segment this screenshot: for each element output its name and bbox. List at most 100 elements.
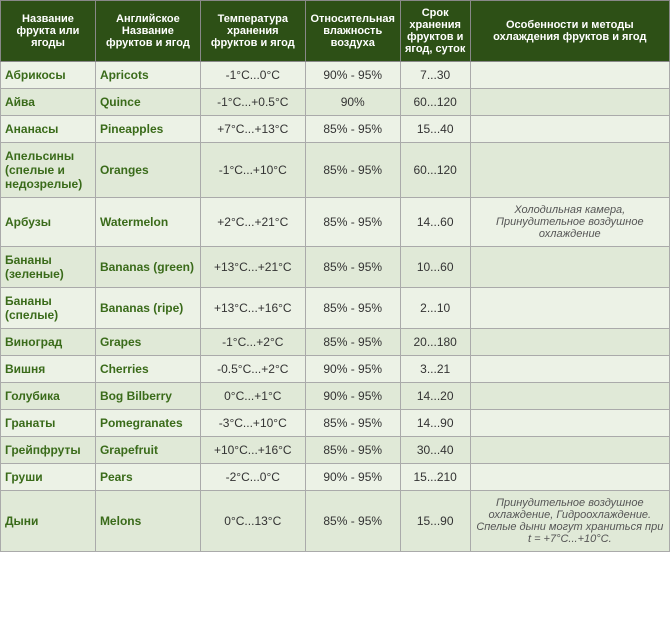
cell-name-ru: Гранаты [1, 410, 96, 437]
cell-notes [470, 62, 669, 89]
cell-humidity: 85% - 95% [305, 288, 400, 329]
cell-temp: +7°C...+13°C [200, 116, 305, 143]
cell-name-en: Oranges [95, 143, 200, 198]
cell-name-ru: Дыни [1, 491, 96, 552]
cell-name-en: Watermelon [95, 198, 200, 247]
cell-notes [470, 383, 669, 410]
cell-shelf: 2...10 [400, 288, 470, 329]
cell-name-en: Quince [95, 89, 200, 116]
cell-temp: 0°C...+1°C [200, 383, 305, 410]
cell-humidity: 90% - 95% [305, 464, 400, 491]
table-row: АбрикосыApricots-1°C...0°C90% - 95%7...3… [1, 62, 670, 89]
cell-name-ru: Голубика [1, 383, 96, 410]
cell-shelf: 10...60 [400, 247, 470, 288]
cell-humidity: 90% [305, 89, 400, 116]
cell-name-ru: Апельсины (спелые и недозрелые) [1, 143, 96, 198]
cell-shelf: 7...30 [400, 62, 470, 89]
table-body: АбрикосыApricots-1°C...0°C90% - 95%7...3… [1, 62, 670, 552]
cell-humidity: 90% - 95% [305, 383, 400, 410]
cell-name-ru: Бананы (зеленые) [1, 247, 96, 288]
cell-temp: -1°C...+0.5°C [200, 89, 305, 116]
cell-shelf: 14...90 [400, 410, 470, 437]
cell-name-ru: Арбузы [1, 198, 96, 247]
cell-name-ru: Бананы (спелые) [1, 288, 96, 329]
cell-temp: +13°C...+21°C [200, 247, 305, 288]
cell-name-ru: Вишня [1, 356, 96, 383]
header-temp: Температура хранения фруктов и ягод [200, 1, 305, 62]
table-row: АнанасыPineapples+7°C...+13°C85% - 95%15… [1, 116, 670, 143]
table-row: ГрушиPears-2°C...0°C90% - 95%15...210 [1, 464, 670, 491]
header-name-en: Английское Название фруктов и ягод [95, 1, 200, 62]
cell-humidity: 85% - 95% [305, 116, 400, 143]
cell-notes [470, 410, 669, 437]
cell-name-en: Cherries [95, 356, 200, 383]
cell-temp: 0°C...13°C [200, 491, 305, 552]
cell-humidity: 85% - 95% [305, 491, 400, 552]
cell-notes: Холодильная камера, Принудительное возду… [470, 198, 669, 247]
cell-temp: -0.5°C...+2°C [200, 356, 305, 383]
cell-temp: -1°C...+10°C [200, 143, 305, 198]
table-row: АйваQuince-1°C...+0.5°C90%60...120 [1, 89, 670, 116]
cell-name-en: Pears [95, 464, 200, 491]
cell-shelf: 3...21 [400, 356, 470, 383]
cell-name-ru: Виноград [1, 329, 96, 356]
cell-notes [470, 116, 669, 143]
cell-shelf: 20...180 [400, 329, 470, 356]
cell-notes [470, 329, 669, 356]
table-row: ВишняCherries-0.5°C...+2°C90% - 95%3...2… [1, 356, 670, 383]
cell-humidity: 85% - 95% [305, 329, 400, 356]
cell-notes [470, 464, 669, 491]
cell-shelf: 60...120 [400, 143, 470, 198]
cell-name-en: Grapes [95, 329, 200, 356]
cell-shelf: 15...90 [400, 491, 470, 552]
cell-notes [470, 437, 669, 464]
cell-humidity: 85% - 95% [305, 247, 400, 288]
table-row: ДыниMelons0°C...13°C85% - 95%15...90Прин… [1, 491, 670, 552]
cell-name-ru: Груши [1, 464, 96, 491]
cell-name-ru: Айва [1, 89, 96, 116]
table-row: ВиноградGrapes-1°C...+2°C85% - 95%20...1… [1, 329, 670, 356]
fruit-storage-table: Название фрукта или ягоды Английское Наз… [0, 0, 670, 552]
table-row: Апельсины (спелые и недозрелые)Oranges-1… [1, 143, 670, 198]
table-row: ГрейпфрутыGrapefruit+10°C...+16°C85% - 9… [1, 437, 670, 464]
cell-name-en: Apricots [95, 62, 200, 89]
cell-humidity: 85% - 95% [305, 143, 400, 198]
cell-shelf: 15...210 [400, 464, 470, 491]
cell-temp: +2°C...+21°C [200, 198, 305, 247]
cell-shelf: 30...40 [400, 437, 470, 464]
cell-name-en: Bananas (ripe) [95, 288, 200, 329]
table-row: Бананы (зеленые)Bananas (green)+13°C...+… [1, 247, 670, 288]
header-name-ru: Название фрукта или ягоды [1, 1, 96, 62]
cell-name-en: Melons [95, 491, 200, 552]
cell-temp: -1°C...0°C [200, 62, 305, 89]
cell-name-ru: Грейпфруты [1, 437, 96, 464]
cell-notes [470, 288, 669, 329]
cell-name-en: Bog Bilberry [95, 383, 200, 410]
table-row: ГранатыPomegranates-3°C...+10°C85% - 95%… [1, 410, 670, 437]
cell-name-en: Bananas (green) [95, 247, 200, 288]
cell-humidity: 85% - 95% [305, 437, 400, 464]
cell-humidity: 90% - 95% [305, 62, 400, 89]
cell-humidity: 85% - 95% [305, 198, 400, 247]
cell-shelf: 14...60 [400, 198, 470, 247]
cell-notes: Принудительное воздушное охлаждение, Гид… [470, 491, 669, 552]
table-row: АрбузыWatermelon+2°C...+21°C85% - 95%14.… [1, 198, 670, 247]
header-notes: Особенности и методы охлаждения фруктов … [470, 1, 669, 62]
cell-notes [470, 89, 669, 116]
cell-name-ru: Абрикосы [1, 62, 96, 89]
cell-temp: -2°C...0°C [200, 464, 305, 491]
cell-name-en: Pomegranates [95, 410, 200, 437]
cell-notes [470, 143, 669, 198]
cell-name-en: Pineapples [95, 116, 200, 143]
cell-temp: -3°C...+10°C [200, 410, 305, 437]
cell-temp: +13°C...+16°C [200, 288, 305, 329]
cell-shelf: 60...120 [400, 89, 470, 116]
cell-notes [470, 247, 669, 288]
table-header-row: Название фрукта или ягоды Английское Наз… [1, 1, 670, 62]
cell-humidity: 90% - 95% [305, 356, 400, 383]
cell-temp: +10°C...+16°C [200, 437, 305, 464]
cell-shelf: 15...40 [400, 116, 470, 143]
cell-name-en: Grapefruit [95, 437, 200, 464]
table-row: ГолубикаBog Bilberry0°C...+1°C90% - 95%1… [1, 383, 670, 410]
cell-humidity: 85% - 95% [305, 410, 400, 437]
